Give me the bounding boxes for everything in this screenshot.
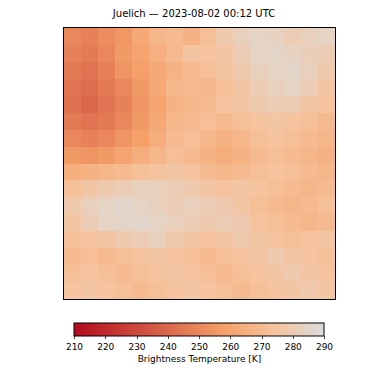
svg-text:Juelich — 2023-08-02 00:12 UTC: Juelich — 2023-08-02 00:12 UTC xyxy=(112,8,275,19)
svg-text:280: 280 xyxy=(285,342,302,352)
svg-text:210: 210 xyxy=(66,342,83,352)
svg-text:250: 250 xyxy=(191,342,208,352)
svg-text:Brightness Temperature [K]: Brightness Temperature [K] xyxy=(138,354,262,364)
svg-text:240: 240 xyxy=(160,342,177,352)
svg-text:290: 290 xyxy=(316,342,333,352)
svg-text:230: 230 xyxy=(128,342,145,352)
svg-text:220: 220 xyxy=(97,342,114,352)
svg-text:270: 270 xyxy=(253,342,270,352)
svg-text:260: 260 xyxy=(222,342,239,352)
